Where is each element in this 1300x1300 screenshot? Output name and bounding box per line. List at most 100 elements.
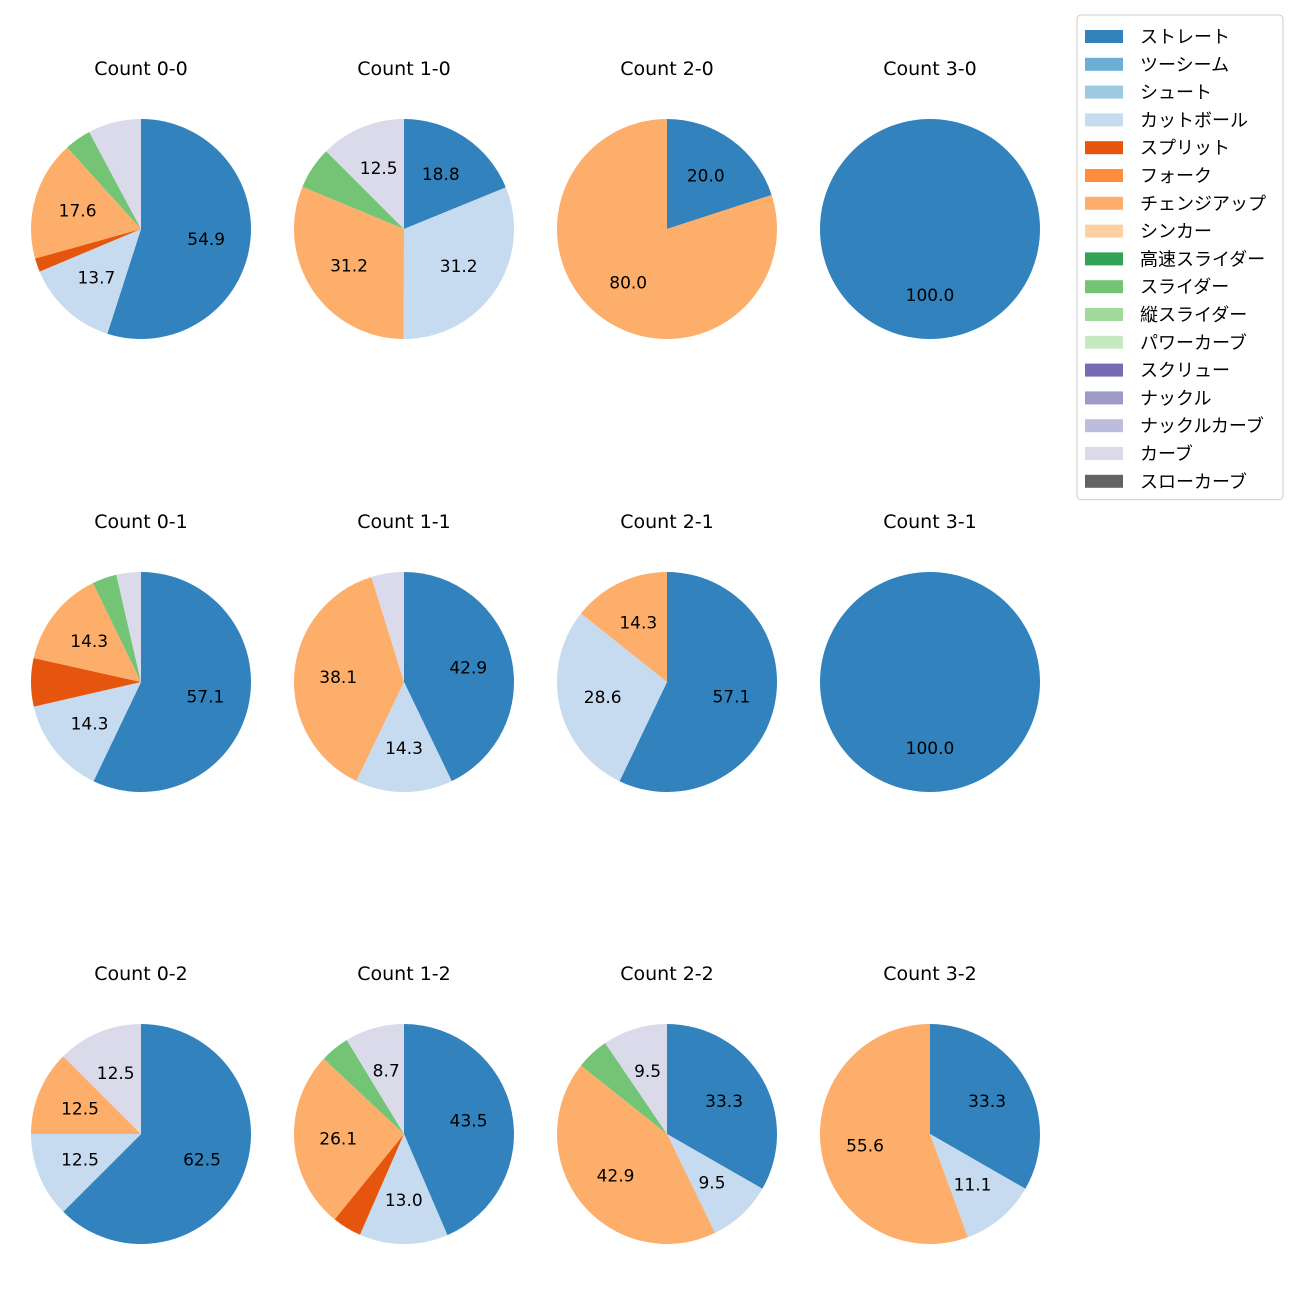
pie-chart: Count 3-2 33.3 11.1 55.6 [819, 963, 1041, 1244]
pie-slice [580, 572, 667, 682]
pie-slice [619, 571, 778, 792]
pie-slice [302, 151, 404, 229]
pie-slice [63, 1024, 141, 1134]
legend-entry: ストレート [1140, 27, 1230, 48]
slice-label: 62.5 [183, 1150, 221, 1170]
pie-title: Count 1-2 [357, 963, 451, 985]
legend-swatch [1085, 196, 1123, 210]
pie-slice [404, 572, 515, 782]
pie-title: Count 1-0 [357, 58, 451, 80]
legend-entry: ナックル [1140, 388, 1211, 409]
legend-entry: ツーシーム [1140, 55, 1229, 76]
pie-slice [667, 1134, 763, 1233]
legend-swatch [1085, 85, 1123, 99]
slice-label: 28.6 [584, 688, 622, 708]
slice-label: 42.9 [597, 1166, 635, 1186]
pie-slice [93, 571, 252, 792]
slice-label: 57.1 [712, 688, 750, 708]
pie-chart: Count 0-2 62.5 12.5 12.5 12.5 [31, 963, 252, 1244]
legend-frame [1076, 14, 1284, 501]
legend-swatch [1085, 280, 1123, 294]
pie-slice [35, 229, 141, 272]
pie-slice [580, 1043, 667, 1134]
pie-chart: Count 2-1 57.1 28.6 14.3 [557, 511, 778, 792]
pie-chart: Count 0-0 54.9 13.7 17.6 [30, 58, 252, 339]
legend-entry: スプリット [1140, 138, 1230, 159]
legend-entry: チェンジアップ [1140, 194, 1266, 215]
pie-slice [323, 1040, 404, 1134]
slice-label: 14.3 [385, 739, 423, 759]
legend-entry: スローカーブ [1140, 471, 1247, 493]
pie-slice [820, 119, 1040, 339]
pie-slice [557, 613, 667, 782]
pie-title: Count 3-2 [883, 963, 977, 985]
pie-title: Count 0-2 [94, 963, 188, 985]
pie-slice [294, 576, 404, 782]
pie-slice [557, 119, 778, 339]
pie-title: Count 3-1 [883, 511, 977, 533]
pie-slice [371, 572, 404, 682]
pie-slice [33, 583, 141, 682]
slice-label: 26.1 [319, 1130, 357, 1150]
pie-slice [356, 682, 452, 793]
pie-title: Count 2-0 [620, 58, 714, 80]
pie-title: Count 2-2 [620, 963, 714, 985]
pie-slice [930, 1134, 1026, 1238]
legend-entry: ナックルカーブ [1140, 415, 1264, 437]
legend-swatch [1085, 141, 1123, 155]
slice-label: 18.8 [422, 165, 460, 185]
pie-slice [30, 147, 141, 259]
legend-swatch [1085, 447, 1123, 460]
slice-label: 12.5 [97, 1064, 135, 1084]
pie-slice [31, 1134, 141, 1212]
pie-title: Count 0-1 [94, 511, 188, 533]
pie-chart: Count 1-2 43.5 13.0 26.1 8.7 [294, 963, 514, 1244]
pie-slice [326, 119, 404, 229]
slice-label: 12.5 [61, 1100, 99, 1120]
legend-entry: スライダー [1140, 277, 1229, 298]
pie-chart: Count 3-1 100.0 [820, 511, 1040, 792]
legend-swatch [1085, 224, 1123, 238]
legend-entry: 高速スライダー [1140, 249, 1265, 270]
pie-title: Count 2-1 [620, 511, 714, 533]
legend-swatch [1085, 30, 1123, 43]
slice-label: 100.0 [906, 286, 955, 306]
slice-label: 14.3 [619, 614, 657, 634]
pie-slice [403, 187, 515, 340]
pie-slice [359, 1134, 448, 1244]
pie-title: Count 0-0 [94, 58, 188, 80]
pie-slice [39, 229, 142, 334]
legend-entry: カットボール [1140, 110, 1248, 131]
pie-slice [30, 658, 141, 707]
slice-label: 17.6 [59, 202, 97, 222]
legend-entry: カーブ [1140, 443, 1193, 465]
legend-swatch [1085, 252, 1123, 266]
pie-title: Count 1-1 [357, 511, 451, 533]
legend-swatch [1085, 169, 1123, 182]
pie-slice [667, 1024, 778, 1189]
slice-label: 33.3 [968, 1092, 1006, 1112]
slice-label: 13.0 [385, 1191, 423, 1211]
slice-label: 31.2 [440, 257, 478, 277]
slice-label: 55.6 [846, 1137, 884, 1157]
pie-slice [294, 186, 404, 339]
legend-swatch [1085, 391, 1123, 405]
legend-entry: 縦スライダー [1140, 305, 1247, 326]
pie-slice [346, 1024, 404, 1134]
slice-label: 20.0 [687, 167, 725, 187]
slice-label: 100.0 [906, 739, 955, 759]
legend-swatch [1085, 57, 1123, 71]
slice-label: 9.5 [698, 1173, 725, 1193]
pie-slice [605, 1024, 667, 1134]
pie-slice [63, 1024, 252, 1244]
slice-label: 9.5 [634, 1062, 661, 1082]
pie-slice [404, 119, 506, 229]
legend-entry: フォーク [1140, 166, 1212, 187]
slice-label: 14.3 [70, 632, 108, 652]
pie-chart: Count 0-1 57.1 14.3 14.3 [30, 511, 252, 792]
pie-chart: Count 3-0 100.0 [820, 58, 1040, 339]
slice-label: 13.7 [77, 269, 115, 289]
slice-label: 42.9 [449, 658, 487, 678]
pie-slice [557, 1065, 716, 1244]
